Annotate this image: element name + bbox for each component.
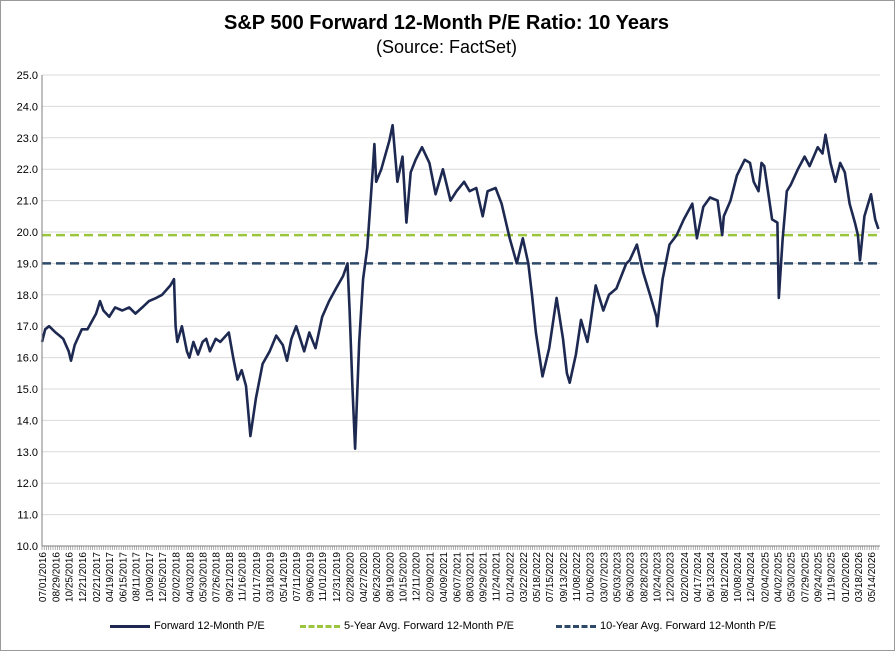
chart-subtitle: (Source: FactSet) [375,37,518,57]
legend-label-5yr: 5-Year Avg. Forward 12-Month P/E [344,620,514,632]
x-tick-label: 02/09/2021 [425,552,436,602]
x-tick-label: 07/15/2022 [545,552,556,602]
x-tick-label: 11/19/2025 [827,552,838,602]
x-tick-label: 07/29/2025 [801,552,812,602]
y-tick-label: 14.0 [17,415,38,427]
x-tick-label: 06/13/2024 [706,552,717,602]
x-tick-label: 06/15/2017 [118,552,129,602]
legend-label-10yr: 10-Year Avg. Forward 12-Month P/E [600,620,777,632]
x-tick-label: 07/11/2019 [292,552,303,602]
x-tick-label: 10/09/2017 [145,552,156,602]
x-tick-label: 06/30/2023 [626,552,637,602]
y-tick-label: 12.0 [17,478,38,490]
x-tick-label: 09/06/2019 [305,552,316,602]
x-tick-label: 11/08/2022 [572,552,583,602]
y-tick-label: 11.0 [17,510,38,522]
pe-series-line [40,123,880,450]
x-tick-label: 05/14/2019 [279,552,290,602]
x-tick-label: 06/23/2020 [372,552,383,602]
x-tick-label: 12/05/2017 [158,552,169,602]
y-tick-label: 24.0 [17,101,38,113]
y-tick-label: 17.0 [17,321,38,333]
y-tick-label: 19.0 [17,258,38,270]
average-lines [42,233,880,265]
x-tick-label: 09/29/2021 [479,552,490,602]
x-tick-label: 08/12/2024 [720,552,731,602]
axes: 25.0 24.0 23.0 22.0 21.0 20.0 19.0 18.0 17.0 16.0… [17,70,880,602]
x-tick-label: 04/02/2025 [773,552,784,602]
x-tick-label: 08/03/2021 [466,552,477,602]
x-tick-label: 10/25/2016 [65,552,76,602]
chart-title: S&P 500 Forward 12-Month P/E Ratio: 10 Y… [224,12,669,34]
x-tick-label: 09/13/2022 [559,552,570,602]
x-tick-label: 05/18/2022 [532,552,543,602]
legend-swatch-10yr [556,624,596,628]
x-tick-label: 01/20/2026 [841,552,852,602]
x-tick-label: 01/17/2019 [252,552,263,602]
x-tick-label: 03/07/2023 [599,552,610,602]
x-tick-label: 11/01/2019 [318,552,329,602]
x-tick-label: 06/07/2021 [453,552,464,602]
x-tick-label: 02/28/2020 [346,552,357,602]
x-tick-label: 03/18/2019 [266,552,277,602]
x-tick-label: 12/11/2020 [412,552,423,602]
y-tick-label: 10.0 [17,541,38,553]
x-tick-label: 11/16/2018 [238,552,249,602]
x-tick-label: 05/30/2018 [199,552,210,602]
x-tick-label: 07/26/2018 [212,552,223,602]
legend-item-10yr: 10-Year Avg. Forward 12-Month P/E [556,620,776,632]
x-tick-label: 05/30/2025 [787,552,798,602]
x-tick-label: 12/31/2019 [332,552,343,602]
x-tick-label: 09/24/2025 [814,552,825,602]
x-tick-label: 08/28/2023 [639,552,650,602]
x-tick-label: 08/11/2017 [131,552,142,602]
x-tick-label: 09/21/2018 [225,552,236,602]
y-tick-label: 25.0 [17,70,38,82]
legend-item-pe: Forward 12-Month P/E [110,620,265,632]
gridlines [42,74,880,516]
legend: Forward 12-Month P/E 5-Year Avg. Forward… [0,620,893,640]
y-tick-label: 15.0 [17,384,38,396]
x-tick-label: 04/03/2018 [185,552,196,602]
x-tick-label: 04/17/2024 [693,552,704,602]
x-tick-label: 11/24/2021 [492,552,503,602]
x-tick-label: 08/29/2016 [52,552,63,602]
x-tick-label: 03/18/2026 [854,552,865,602]
x-tick-label: 10/08/2024 [733,552,744,602]
x-tick-label: 10/24/2023 [652,552,663,602]
x-tick-label: 02/02/2018 [172,552,183,602]
y-tick-label: 22.0 [17,164,38,176]
legend-swatch-5yr [300,624,340,628]
y-tick-label: 20.0 [17,227,38,239]
y-tick-label: 21.0 [17,196,38,208]
legend-item-5yr: 5-Year Avg. Forward 12-Month P/E [300,620,514,632]
x-tick-label: 02/21/2017 [92,552,103,602]
x-tick-label: 04/19/2017 [105,552,116,602]
plot-area: 25.0 24.0 23.0 22.0 21.0 20.0 19.0 18.0 17.0 16.0… [17,70,880,602]
x-tick-label: 12/04/2024 [746,552,757,602]
x-tick-label: 02/20/2024 [680,552,691,602]
legend-label-pe: Forward 12-Month P/E [154,620,265,632]
y-tick-label: 18.0 [17,290,38,302]
legend-swatch-pe [110,624,150,628]
x-tick-label: 05/14/2026 [867,552,878,602]
x-tick-label: 03/22/2022 [519,552,530,602]
x-tick-label: 07/01/2016 [38,552,49,602]
y-tick-label: 16.0 [17,353,38,365]
x-tick-label: 10/15/2020 [398,552,409,602]
y-tick-label: 13.0 [17,447,38,459]
x-tick-label: 02/04/2025 [760,552,771,602]
x-tick-label: 01/24/2022 [506,552,517,602]
x-tick-label: 04/27/2020 [359,552,370,602]
x-tick-label: 08/19/2020 [385,552,396,602]
x-tick-label: 12/21/2016 [78,552,89,602]
y-tick-label: 23.0 [17,133,38,145]
x-tick-label: 05/03/2023 [612,552,623,602]
x-tick-label: 04/09/2021 [439,552,450,602]
series-layer [40,123,880,450]
x-tick-label: 01/06/2023 [585,552,596,602]
x-tick-label: 12/20/2023 [666,552,677,602]
